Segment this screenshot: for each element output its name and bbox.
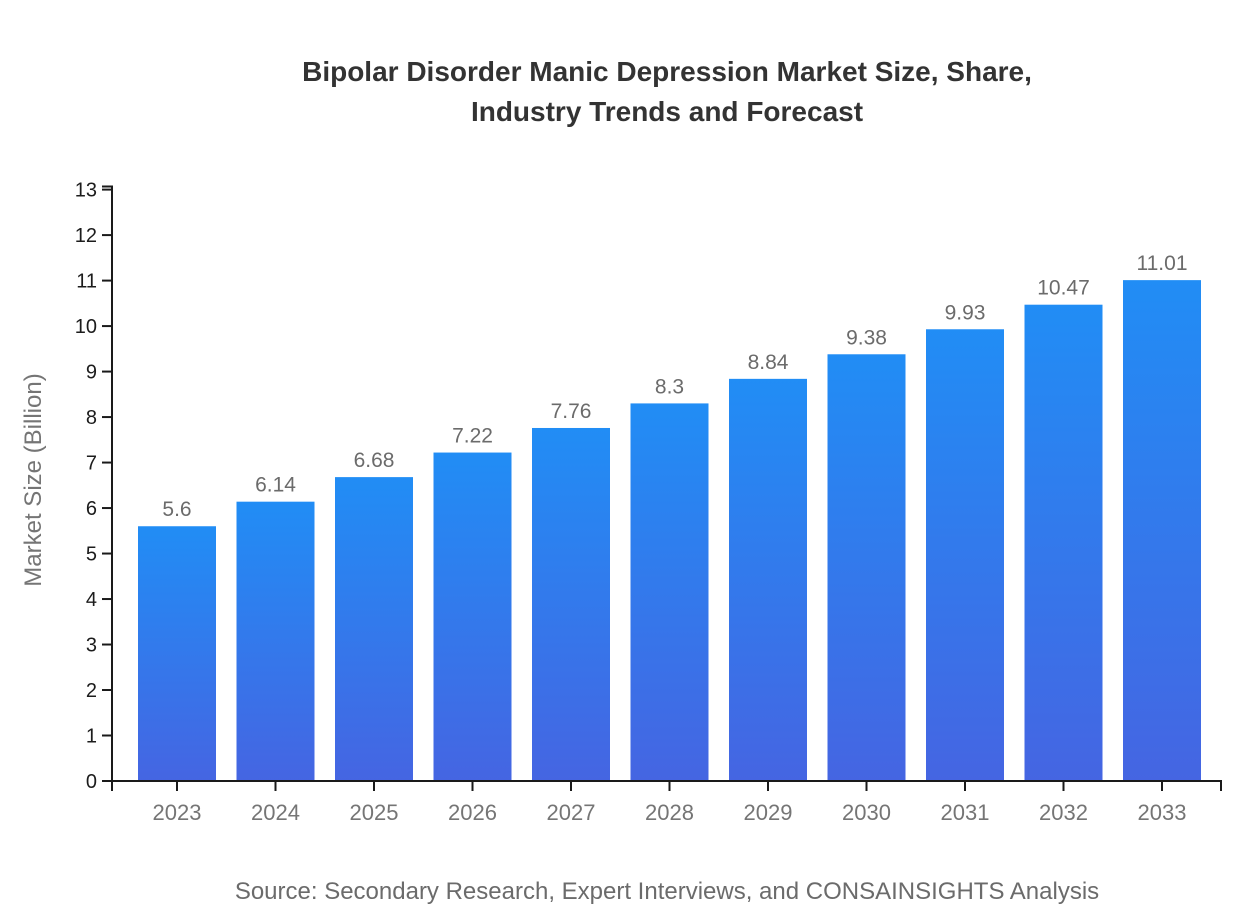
bar-value-label: 7.22	[452, 425, 493, 448]
chart-title-line1: Bipolar Disorder Manic Depression Market…	[302, 56, 1032, 87]
y-tick-label: 0	[86, 771, 97, 793]
y-tick-label: 13	[75, 180, 97, 202]
bar-value-label: 10.47	[1037, 277, 1090, 300]
y-tick-label: 10	[75, 316, 97, 338]
x-category-label: 2024	[251, 800, 300, 825]
y-tick-label: 2	[86, 680, 97, 702]
chart-title-line2: Industry Trends and Forecast	[470, 96, 864, 127]
bar-2032	[1024, 304, 1103, 781]
bar-value-label: 6.68	[354, 449, 395, 472]
chart-title: Bipolar Disorder Manic Depression Market…	[112, 52, 1222, 132]
bar-2024	[236, 501, 315, 781]
bar-2027	[532, 427, 610, 781]
bar-2033	[1123, 280, 1201, 781]
bar-2031	[926, 329, 1004, 781]
bar-value-label: 9.93	[945, 301, 986, 324]
x-category-label: 2030	[842, 800, 891, 825]
bar-2030	[827, 354, 906, 781]
bar-value-label: 7.76	[551, 400, 592, 423]
y-tick-label: 1	[86, 726, 97, 748]
bar-2025	[335, 477, 413, 781]
y-tick-label: 12	[75, 225, 97, 247]
bar-value-label: 5.6	[162, 498, 191, 521]
source-attribution: Source: Secondary Research, Expert Inter…	[234, 878, 1100, 905]
y-tick-label: 8	[86, 407, 97, 429]
bar-value-label: 9.38	[846, 326, 887, 349]
y-tick-label: 11	[76, 271, 97, 293]
x-category-label: 2028	[645, 800, 694, 825]
x-category-label: 2032	[1039, 800, 1088, 825]
bar-value-label: 8.84	[748, 351, 789, 374]
y-tick-label: 3	[86, 635, 97, 657]
bar-value-label: 11.01	[1137, 252, 1188, 275]
bar-value-label: 8.3	[655, 375, 684, 398]
x-category-label: 2029	[744, 800, 793, 825]
x-category-label: 2027	[547, 800, 596, 825]
y-tick-label: 5	[86, 544, 97, 566]
bar-value-label: 6.14	[255, 474, 296, 497]
bar-2026	[433, 452, 512, 781]
bar-2029	[729, 378, 807, 781]
x-category-label: 2023	[153, 800, 202, 825]
x-category-label: 2026	[448, 800, 497, 825]
bar-2028	[630, 403, 709, 781]
y-tick-label: 4	[86, 589, 97, 611]
x-category-label: 2031	[941, 800, 990, 825]
y-tick-label: 9	[86, 362, 97, 384]
x-category-label: 2033	[1138, 800, 1187, 825]
x-category-label: 2025	[350, 800, 399, 825]
bar-2023	[138, 526, 216, 781]
y-tick-label: 7	[86, 453, 97, 475]
y-tick-label: 6	[86, 498, 97, 520]
